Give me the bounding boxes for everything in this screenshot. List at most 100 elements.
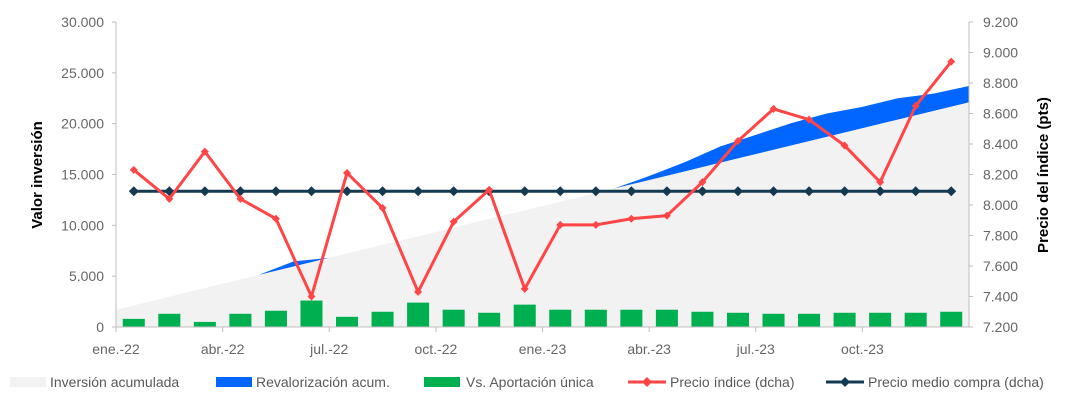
precio-indice-marker (627, 214, 636, 223)
precio-medio-marker (626, 186, 637, 197)
precio-indice-marker (414, 287, 423, 296)
legend-label: Precio medio compra (dcha) (868, 374, 1044, 390)
precio-medio-marker (875, 186, 886, 197)
precio-indice-marker (662, 211, 671, 220)
bar (726, 312, 749, 327)
precio-indice-marker (591, 220, 600, 229)
x-tick-label: ene.-22 (92, 341, 140, 357)
left-tick-label: 10.000 (61, 217, 104, 233)
left-tick-label: 25.000 (61, 65, 104, 81)
precio-medio-marker (732, 186, 743, 197)
precio-indice-marker (449, 217, 458, 226)
bar (904, 312, 927, 327)
bar (478, 312, 501, 327)
bar (264, 310, 287, 327)
precio-indice-marker (236, 194, 245, 203)
legend-swatch (10, 377, 46, 387)
x-tick-label: ene.-23 (519, 341, 567, 357)
bar (833, 312, 856, 327)
precio-medio-marker (555, 186, 566, 197)
bar (336, 316, 359, 327)
precio-indice-marker (129, 165, 138, 174)
right-tick-label: 7.400 (983, 289, 1018, 305)
right-tick-label: 7.200 (983, 319, 1018, 335)
revalorizacion-area (116, 86, 969, 310)
left-axis-title: Valor inversión (29, 121, 46, 229)
precio-medio-marker (306, 186, 317, 197)
legend-label: Revalorización acum. (256, 374, 390, 390)
precio-medio-marker (590, 186, 601, 197)
precio-medio-marker (768, 186, 779, 197)
bar (655, 309, 678, 327)
legend-label: Precio índice (dcha) (670, 374, 795, 390)
x-tick-label: jul.-22 (309, 341, 348, 357)
left-tick-label: 20.000 (61, 116, 104, 132)
precio-indice-marker (378, 204, 387, 213)
precio-indice-marker (805, 115, 814, 124)
left-tick-label: 5.000 (69, 268, 104, 284)
precio-indice-marker (343, 168, 352, 177)
line-layer (128, 57, 957, 301)
precio-medio-marker (946, 186, 957, 197)
precio-indice-marker (307, 292, 316, 301)
precio-indice-marker (769, 104, 778, 113)
legend-label: Vs. Aportación única (466, 374, 594, 390)
precio-medio-marker (448, 186, 459, 197)
left-tick-label: 30.000 (61, 14, 104, 30)
precio-medio-marker (128, 186, 139, 197)
x-tick-label: oct.-22 (414, 341, 457, 357)
precio-medio-marker (342, 186, 353, 197)
precio-indice-marker (200, 147, 209, 156)
bar (158, 313, 181, 327)
inversion-acumulada-area (116, 102, 969, 327)
precio-medio-marker (839, 186, 850, 197)
bar (300, 300, 323, 327)
precio-indice-marker (947, 57, 956, 66)
bar (193, 321, 216, 327)
right-tick-label: 8.600 (983, 106, 1018, 122)
precio-indice-marker (733, 136, 742, 145)
precio-medio-marker (377, 186, 388, 197)
right-axis-title: Precio del índice (pts) (1035, 97, 1052, 253)
x-tick-label: abr.-23 (627, 341, 671, 357)
precio-medio-marker (910, 186, 921, 197)
precio-indice-marker (698, 178, 707, 187)
right-tick-label: 8.800 (983, 75, 1018, 91)
legend-swatch-marker (642, 377, 652, 387)
bar (869, 312, 892, 327)
right-tick-label: 9.200 (983, 14, 1018, 30)
bar (122, 318, 145, 327)
precio-indice-marker (911, 101, 920, 110)
bar (584, 309, 607, 327)
precio-indice-marker (840, 141, 849, 150)
right-tick-label: 7.600 (983, 258, 1018, 274)
axis-layer: 0 5.000 10.000 15.000 20.000 25.000 30.000 7.20… (61, 14, 1018, 357)
precio-medio-marker (413, 186, 424, 197)
precio-medio-marker (697, 186, 708, 197)
right-tick-label: 7.800 (983, 228, 1018, 244)
right-tick-label: 9.000 (983, 45, 1018, 61)
bar (229, 313, 252, 327)
x-tick-label: oct.-23 (841, 341, 884, 357)
right-tick-label: 8.400 (983, 136, 1018, 152)
bar (407, 302, 430, 327)
precio-indice-marker (556, 220, 565, 229)
precio-indice-marker (876, 178, 885, 187)
area-layer (116, 86, 969, 327)
precio-medio-marker (270, 186, 281, 197)
precio-medio-marker (661, 186, 672, 197)
right-tick-label: 8.200 (983, 167, 1018, 183)
legend-swatch-marker (840, 377, 850, 387)
bar (549, 309, 572, 327)
legend-swatch (216, 377, 252, 387)
precio-medio-marker (519, 186, 530, 197)
bar (940, 311, 963, 327)
precio-indice-marker (485, 185, 494, 194)
right-tick-label: 8.000 (983, 197, 1018, 213)
bar (513, 304, 536, 327)
bar (442, 309, 465, 327)
precio-medio-marker (199, 186, 210, 197)
x-tick-label: abr.-22 (201, 341, 245, 357)
bar-layer (122, 300, 963, 327)
